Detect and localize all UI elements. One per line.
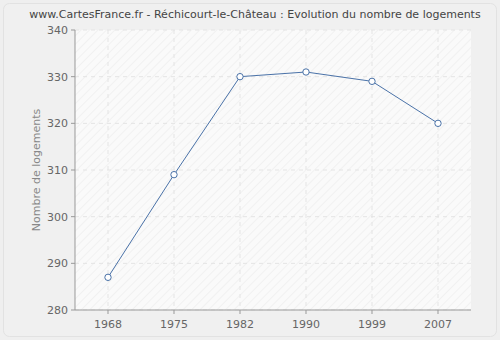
point bbox=[105, 274, 111, 280]
tick-label: 1968 bbox=[94, 318, 122, 331]
series-line bbox=[108, 72, 438, 277]
grid-line bbox=[240, 30, 241, 310]
tick-mark bbox=[71, 216, 75, 217]
tick-label: 280 bbox=[47, 304, 68, 317]
tick-label: 290 bbox=[47, 257, 68, 270]
grid-line bbox=[75, 216, 471, 217]
grid-line bbox=[372, 30, 373, 310]
y-axis bbox=[75, 30, 76, 310]
grid-line bbox=[75, 76, 471, 77]
grid-line bbox=[174, 30, 175, 310]
grid-line bbox=[75, 310, 471, 311]
point bbox=[171, 171, 177, 177]
series-group bbox=[105, 69, 441, 281]
tick-label: 300 bbox=[47, 211, 68, 224]
plot-area bbox=[75, 30, 471, 310]
chart-svg: www.CartesFrance.fr - Réchicourt-le-Chât… bbox=[0, 0, 500, 340]
grid-line bbox=[75, 123, 471, 124]
tick-label: 1975 bbox=[160, 318, 188, 331]
tick-label: 2007 bbox=[424, 318, 452, 331]
x-axis bbox=[75, 310, 471, 311]
grid-line bbox=[438, 30, 439, 310]
axis-label: Nombre de logements bbox=[30, 108, 43, 231]
point bbox=[303, 69, 309, 75]
tick-mark bbox=[71, 263, 75, 264]
tick-mark bbox=[71, 30, 75, 31]
tick-mark bbox=[71, 310, 75, 311]
tick-mark bbox=[438, 310, 439, 314]
chart-container: www.CartesFrance.fr - Réchicourt-le-Chât… bbox=[0, 0, 500, 340]
point bbox=[435, 120, 441, 126]
point bbox=[369, 78, 375, 84]
tick-mark bbox=[174, 310, 175, 314]
tick-mark bbox=[71, 76, 75, 77]
tick-mark bbox=[108, 310, 109, 314]
tick-label: 1982 bbox=[226, 318, 254, 331]
tick-label: 1990 bbox=[292, 318, 320, 331]
tick-label: 330 bbox=[47, 71, 68, 84]
tick-mark bbox=[240, 310, 241, 314]
title: www.CartesFrance.fr - Réchicourt-le-Chât… bbox=[29, 8, 481, 21]
point bbox=[237, 73, 243, 79]
tick-mark bbox=[71, 170, 75, 171]
tick-mark bbox=[71, 123, 75, 124]
panel bbox=[4, 4, 497, 337]
grid-line bbox=[75, 263, 471, 264]
tick-label: 310 bbox=[47, 164, 68, 177]
tick-label: 320 bbox=[47, 117, 68, 130]
tick-label: 340 bbox=[47, 24, 68, 37]
grid-line bbox=[75, 30, 471, 31]
background bbox=[0, 0, 500, 340]
grid-line bbox=[108, 30, 109, 310]
tick-mark bbox=[372, 310, 373, 314]
grid-line bbox=[75, 170, 471, 171]
tick-mark bbox=[306, 310, 307, 314]
tick-label: 1999 bbox=[358, 318, 386, 331]
